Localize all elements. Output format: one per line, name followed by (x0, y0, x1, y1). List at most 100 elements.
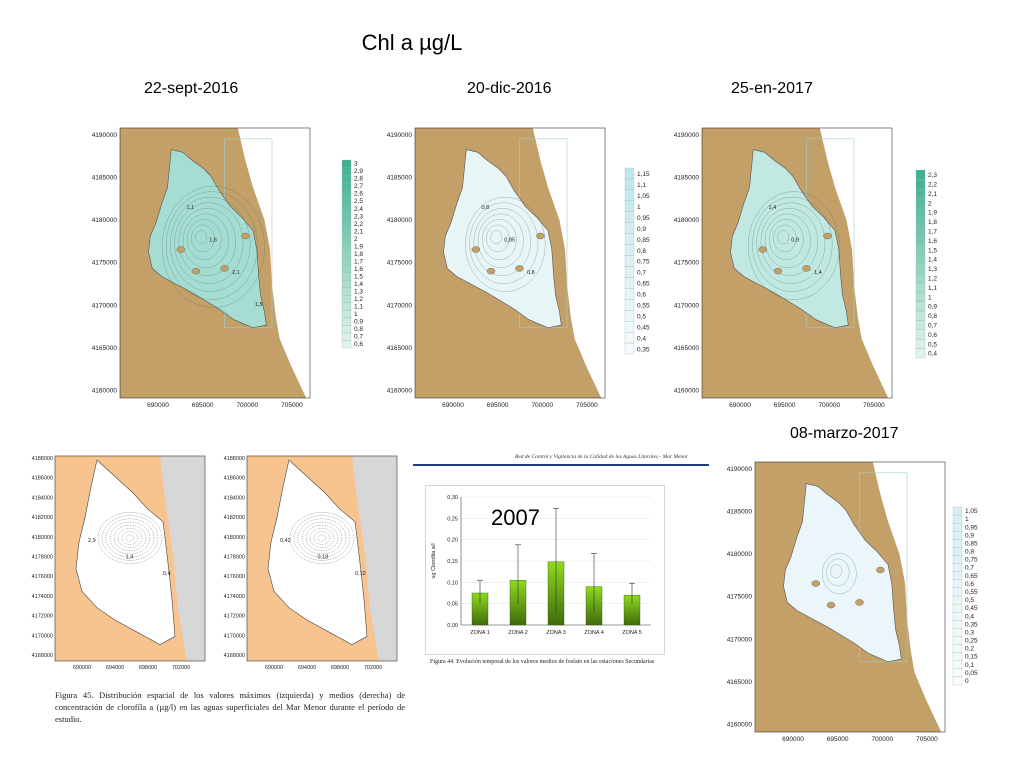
legend-swatch (341, 325, 352, 334)
legend-label: 0,55 (637, 303, 650, 310)
island (471, 246, 481, 253)
legend-label: 2,4 (354, 206, 363, 213)
legend-swatch (624, 342, 635, 355)
map-frame (54, 455, 206, 662)
legend-swatch (952, 660, 963, 669)
y-tick-label: 0,05 (447, 602, 458, 608)
legend-swatch (341, 280, 352, 288)
legend-label: 0,45 (965, 605, 978, 612)
contour-line (309, 528, 335, 548)
x-tick-label: 690000 (265, 665, 283, 671)
legend-label: 0,35 (637, 346, 650, 353)
y-tick-label: 4188000 (224, 456, 245, 462)
legend-label: 0,4 (637, 335, 646, 342)
legend-swatch (624, 266, 635, 278)
contour-line (97, 512, 163, 564)
y-tick-label: 4184000 (32, 495, 53, 501)
legend-swatch (341, 272, 352, 281)
legend-label: 0,4 (965, 613, 974, 620)
y-tick-label: 4184000 (224, 495, 245, 501)
y-tick-label: 4165000 (727, 679, 753, 686)
x-tick-label: ZONA 3 (546, 630, 566, 636)
x-tick-label: 705000 (863, 402, 885, 409)
y-tick-label: 0,30 (447, 495, 458, 501)
legend-swatch (341, 310, 352, 319)
legend-label: 1,7 (928, 228, 937, 235)
legend-swatch (952, 523, 963, 532)
contour-line (317, 534, 327, 542)
contour-line (769, 219, 804, 261)
contour-label: 0,12 (355, 571, 366, 577)
x-tick-label: 695000 (487, 402, 509, 409)
y-tick-label: 4180000 (727, 551, 753, 558)
legend-swatch (624, 331, 635, 344)
y-tick-label: 4160000 (387, 388, 413, 395)
legend-swatch (341, 242, 352, 251)
legend-swatch (915, 216, 926, 227)
contour-line (756, 202, 826, 284)
y-tick-label: 4186000 (32, 476, 53, 482)
island (802, 265, 811, 272)
x-tick-label: 705000 (281, 402, 303, 409)
legend-label: 1,15 (637, 171, 650, 178)
y-tick-label: 4170000 (727, 636, 753, 643)
legend-label: 1,4 (354, 281, 363, 288)
y-tick-label: 4172000 (32, 614, 53, 620)
legend-label: 0,25 (965, 638, 978, 645)
legend-swatch (915, 273, 926, 283)
contour-label: 0,8 (482, 205, 490, 211)
chlorophyll-map-dic-2016: 0,8 0,85 0,8 4190000 4185000 4180000 4175000 41… (375, 118, 665, 418)
map-svg: 1,4 0,9 1,4 4190000 4185000 4180000 4175000 417… (674, 127, 937, 409)
contour-line (473, 208, 531, 276)
legend-label: 1,2 (928, 275, 937, 282)
legend-label: 0,9 (637, 226, 646, 233)
legend-swatch (624, 277, 635, 289)
y-tick-label: 4170000 (92, 302, 118, 309)
y-tick-label: 4180000 (387, 217, 413, 224)
figure-45-caption: Figura 45. Distribución espacial de los … (55, 690, 405, 724)
legend-swatch (915, 329, 926, 340)
legend-swatch (915, 263, 926, 274)
legend-label: 0,8 (637, 248, 646, 255)
y-tick-label: 0,00 (447, 623, 458, 629)
contour-label: 0,4 (163, 571, 171, 577)
island (191, 267, 201, 275)
legend-label: 1,9 (354, 243, 363, 250)
y-tick-label: 4160000 (674, 388, 700, 395)
contour-line (773, 224, 797, 253)
contour-line (748, 191, 840, 300)
legend-swatch (341, 204, 352, 213)
legend-label: 0,5 (928, 341, 937, 348)
legend-label: 0,15 (965, 654, 978, 661)
map-svg: 0,8 0,85 0,8 4190000 4185000 4180000 4175000 41… (387, 127, 650, 409)
y-tick-label: 4190000 (387, 132, 413, 139)
legend-swatch (915, 188, 926, 199)
legend-swatch (624, 222, 635, 234)
legend-label: 0,7 (928, 322, 937, 329)
island (826, 601, 836, 609)
contour-line (297, 518, 347, 558)
legend-swatch (952, 620, 963, 629)
y-tick-label: 4188000 (32, 456, 53, 462)
contour-line (182, 213, 229, 268)
x-tick-label: 705000 (916, 736, 938, 742)
mar-menor-lagoon (148, 149, 267, 329)
map-frame (754, 461, 946, 733)
map-frame (246, 455, 398, 662)
contour-line (477, 213, 524, 268)
y-tick-label: 4170000 (674, 302, 700, 309)
x-tick-label: 705000 (576, 402, 598, 409)
mar-menor-lagoon (75, 459, 176, 645)
report-header: Red de Control y Vigilancia de la Calida… (515, 454, 689, 460)
y-tick-label: 4174000 (32, 594, 53, 600)
x-tick-label: 702000 (364, 665, 382, 671)
contour-label: 1,4 (814, 270, 822, 276)
contour-line (121, 531, 139, 545)
legend-swatch (624, 310, 635, 322)
contour-line (170, 196, 251, 292)
legend-label: 0,75 (965, 557, 978, 564)
contour-line (301, 521, 343, 555)
legend-label: 2,2 (354, 221, 363, 228)
x-tick-label: 694000 (106, 665, 124, 671)
mar-menor-lagoon (783, 483, 902, 663)
